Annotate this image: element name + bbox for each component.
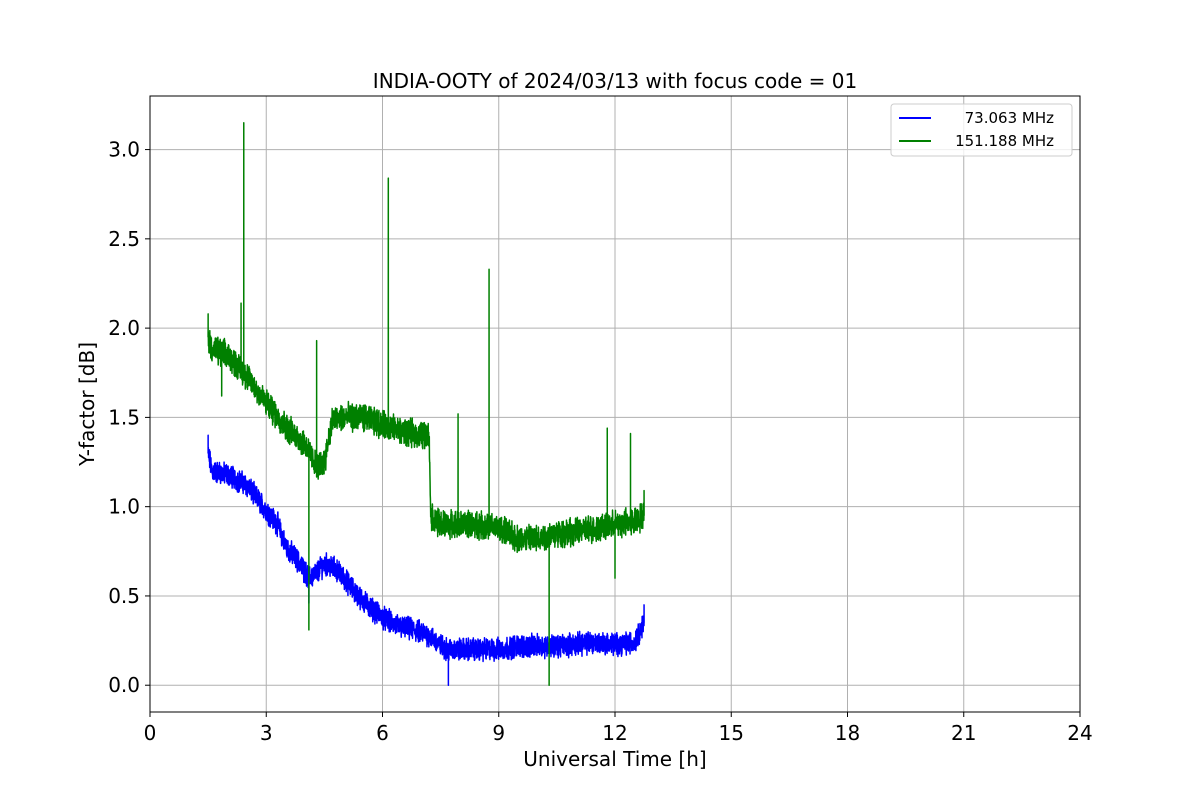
series-group	[207, 122, 645, 686]
legend-label: 73.063 MHz	[965, 109, 1054, 127]
x-tick-label: 0	[144, 721, 157, 745]
y-tick-label: 1.5	[108, 405, 140, 429]
series-line-1	[207, 434, 645, 686]
chart-title: INDIA-OOTY of 2024/03/13 with focus code…	[373, 69, 857, 93]
x-tick-label: 18	[835, 721, 860, 745]
legend-box	[890, 103, 1073, 157]
x-tick-label: 24	[1067, 721, 1092, 745]
x-tick-label: 3	[260, 721, 273, 745]
y-tick-label: 2.0	[108, 316, 140, 340]
x-tick-label: 9	[492, 721, 505, 745]
y-axis-label: Y-factor [dB]	[75, 342, 99, 467]
x-tick-label: 6	[376, 721, 389, 745]
x-tick-label: 15	[719, 721, 744, 745]
y-tick-label: 0.0	[108, 673, 140, 697]
y-tick-label: 2.5	[108, 227, 140, 251]
y-tick-label: 3.0	[108, 138, 140, 162]
legend-label: 151.188 MHz	[955, 132, 1054, 150]
x-tick-label: 21	[951, 721, 976, 745]
series-line-2	[207, 122, 645, 686]
x-axis-label: Universal Time [h]	[523, 747, 706, 771]
y-tick-label: 0.5	[108, 584, 140, 608]
legend: 73.063 MHz 151.188 MHz	[890, 103, 1073, 157]
y-tick-label: 1.0	[108, 495, 140, 519]
x-tick-label: 12	[602, 721, 627, 745]
ticks: 0 3 6 9 12 15 18 21 24 0.0 0.5 1.0 1.5 2.0 2.5 3.0	[108, 138, 1093, 745]
